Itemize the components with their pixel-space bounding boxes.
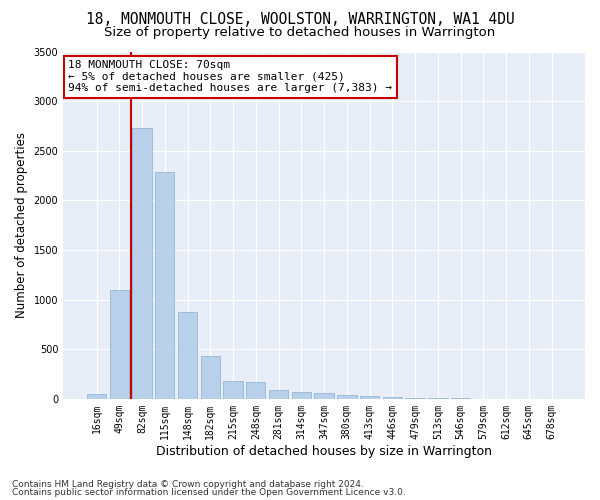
- Text: Contains public sector information licensed under the Open Government Licence v3: Contains public sector information licen…: [12, 488, 406, 497]
- Bar: [314, 394, 334, 399]
- Text: Contains HM Land Registry data © Crown copyright and database right 2024.: Contains HM Land Registry data © Crown c…: [12, 480, 364, 489]
- X-axis label: Distribution of detached houses by size in Warrington: Distribution of detached houses by size …: [156, 444, 492, 458]
- Text: 18, MONMOUTH CLOSE, WOOLSTON, WARRINGTON, WA1 4DU: 18, MONMOUTH CLOSE, WOOLSTON, WARRINGTON…: [86, 12, 514, 28]
- Bar: [178, 312, 197, 399]
- Bar: [383, 397, 402, 399]
- Bar: [223, 382, 243, 399]
- Bar: [337, 395, 356, 399]
- Bar: [269, 390, 288, 399]
- Bar: [87, 394, 106, 399]
- Bar: [110, 290, 129, 399]
- Text: 18 MONMOUTH CLOSE: 70sqm
← 5% of detached houses are smaller (425)
94% of semi-d: 18 MONMOUTH CLOSE: 70sqm ← 5% of detache…: [68, 60, 392, 94]
- Y-axis label: Number of detached properties: Number of detached properties: [15, 132, 28, 318]
- Text: Size of property relative to detached houses in Warrington: Size of property relative to detached ho…: [104, 26, 496, 39]
- Bar: [360, 396, 379, 399]
- Bar: [155, 172, 175, 399]
- Bar: [246, 382, 265, 399]
- Bar: [133, 128, 152, 399]
- Bar: [428, 398, 448, 399]
- Bar: [406, 398, 425, 399]
- Bar: [200, 356, 220, 399]
- Bar: [292, 392, 311, 399]
